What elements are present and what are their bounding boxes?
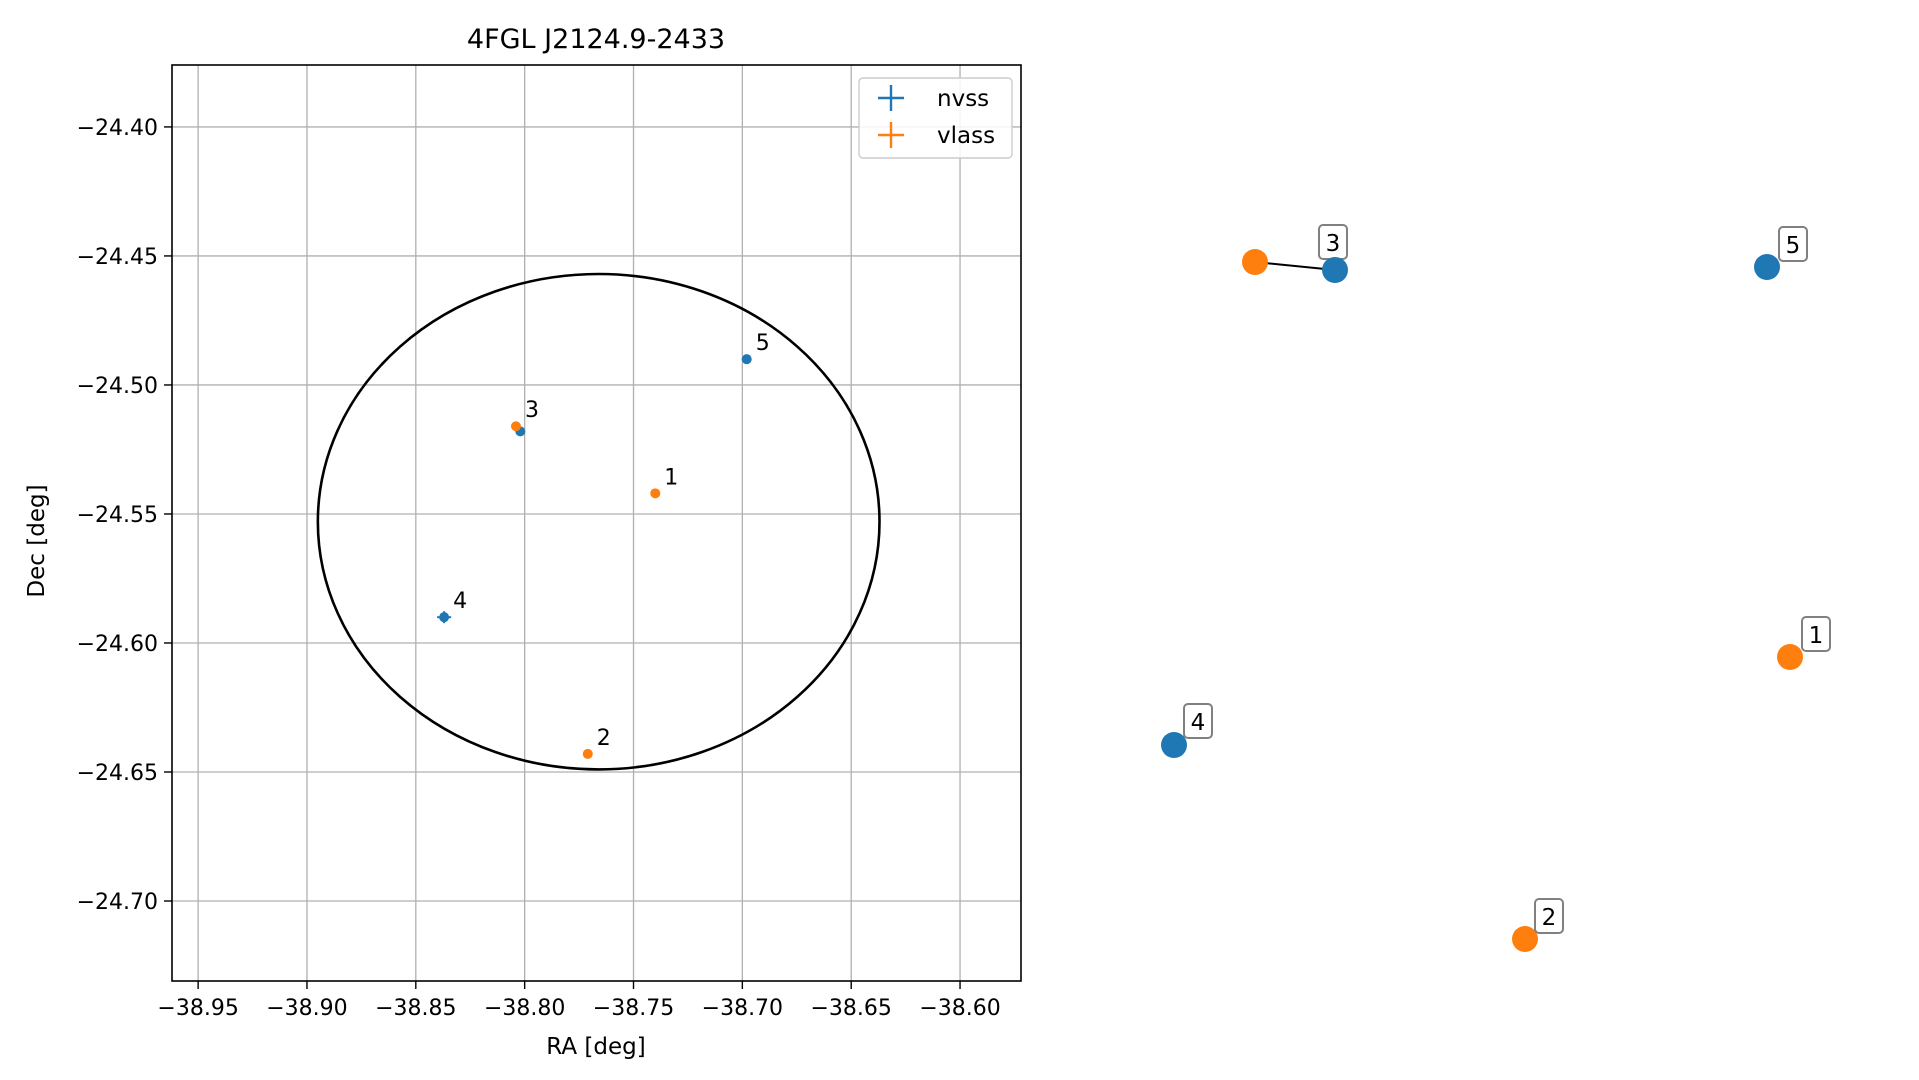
- legend-label-vlass: vlass: [937, 123, 995, 149]
- source-markers: 4 5 1 2 3: [437, 331, 770, 759]
- y-tick-label: −24.70: [77, 890, 158, 915]
- schematic-label-5: 5: [1786, 233, 1801, 259]
- legend-marker-vlass: [878, 122, 904, 148]
- association-link: [1254, 261, 1336, 271]
- y-tick-label: −24.50: [77, 374, 158, 399]
- legend: nvss vlass: [858, 77, 1013, 159]
- x-tick-label: −38.95: [157, 996, 238, 1021]
- schematic-label-1: 1: [1809, 623, 1824, 649]
- legend-marker-nvss: [878, 85, 904, 111]
- schematic-marker-vlass-2: [1512, 926, 1538, 952]
- schematic-marker-nvss-3: [1322, 257, 1348, 283]
- x-tick-label: −38.70: [702, 996, 783, 1021]
- legend-label-nvss: nvss: [937, 86, 989, 112]
- marker-vlass-1: [650, 488, 661, 499]
- schematic-markers: 3 5 1 4 2: [1161, 224, 1831, 952]
- schematic-marker-nvss-5: [1754, 254, 1780, 280]
- marker-vlass-3: [510, 421, 521, 432]
- y-tick-label: −24.45: [77, 245, 158, 270]
- schematic-label-box: [1778, 226, 1808, 262]
- y-axis-ticks: −24.40 −24.45 −24.50 −24.55 −24.60 −24.65 −24.…: [77, 116, 172, 915]
- source-schematic-panel: 3 5 1 4 2: [1161, 224, 1831, 952]
- y-tick-label: −24.40: [77, 116, 158, 141]
- chart-title: 4FGL J2124.9-2433: [467, 24, 725, 55]
- point-label-3: 3: [525, 398, 539, 423]
- x-tick-label: −38.75: [593, 996, 674, 1021]
- point-label-5: 5: [756, 331, 770, 356]
- x-tick-label: −38.65: [810, 996, 891, 1021]
- y-axis-label: Dec [deg]: [24, 484, 50, 597]
- point-label-1: 1: [664, 465, 678, 490]
- x-axis-label: RA [deg]: [546, 1034, 645, 1060]
- grid-lines: [172, 65, 1021, 981]
- marker-nvss-5: [741, 354, 752, 365]
- schematic-marker-vlass-1: [1777, 644, 1803, 670]
- schematic-label-2: 2: [1542, 905, 1557, 931]
- x-axis-ticks: −38.95 −38.90 −38.85 −38.80 −38.75 −38.70 −38.…: [157, 981, 1001, 1021]
- schematic-label-box: [1801, 616, 1831, 652]
- schematic-label-4: 4: [1191, 710, 1206, 736]
- localization-ellipse: [316, 272, 881, 771]
- schematic-label-3: 3: [1326, 231, 1341, 257]
- point-label-4: 4: [453, 589, 467, 614]
- x-tick-label: −38.85: [375, 996, 456, 1021]
- axes-frame: [171, 64, 1022, 982]
- marker-vlass-2: [582, 748, 593, 759]
- schematic-marker-nvss-4: [1161, 732, 1187, 758]
- x-tick-label: −38.60: [919, 996, 1000, 1021]
- x-tick-label: −38.90: [266, 996, 347, 1021]
- y-tick-label: −24.65: [77, 761, 158, 786]
- schematic-label-box: [1183, 703, 1213, 739]
- localization-ellipse-curve: [316, 272, 881, 771]
- x-tick-label: −38.80: [484, 996, 565, 1021]
- y-tick-label: −24.55: [77, 503, 158, 528]
- point-label-2: 2: [597, 726, 611, 751]
- schematic-label-box: [1534, 898, 1564, 934]
- y-tick-label: −24.60: [77, 632, 158, 657]
- schematic-marker-vlass-3: [1242, 249, 1268, 275]
